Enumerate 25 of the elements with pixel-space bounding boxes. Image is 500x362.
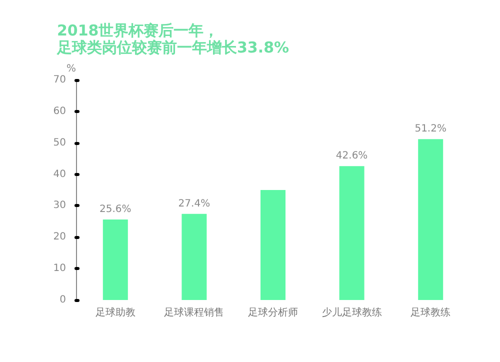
data-label: 27.4%: [178, 198, 210, 210]
y-tick-label: 40: [53, 168, 66, 180]
bar: [182, 214, 207, 300]
y-tick-label: 70: [53, 74, 66, 86]
x-tick-label: 足球教练: [410, 306, 451, 318]
y-tick-label: 10: [53, 263, 66, 274]
y-tick-label: 50: [53, 137, 66, 148]
data-label: 51.2%: [414, 124, 446, 135]
chart-title: 2018世界杯赛后一年，: [57, 22, 219, 40]
bar: [260, 190, 286, 300]
y-tick-label: 0: [60, 294, 66, 306]
x-tick-label: 足球助教: [95, 306, 136, 318]
data-label: 42.6%: [336, 150, 368, 162]
bar: [102, 220, 128, 300]
chart-subtitle: 足球类岗位较赛前一年增长33.8%: [56, 38, 290, 56]
y-tick-label: 30: [53, 200, 66, 212]
y-tick-label: 60: [53, 106, 66, 117]
data-label: 25.6%: [100, 204, 132, 216]
x-tick-label: 少儿足球教练: [322, 306, 382, 318]
bar: [418, 139, 444, 300]
y-tick-label: 20: [53, 232, 66, 243]
y-axis-title: %: [66, 64, 76, 74]
bar: [339, 166, 364, 300]
x-tick-label: 足球课程销售: [164, 306, 224, 318]
x-tick-label: 足球分析师: [248, 306, 298, 318]
